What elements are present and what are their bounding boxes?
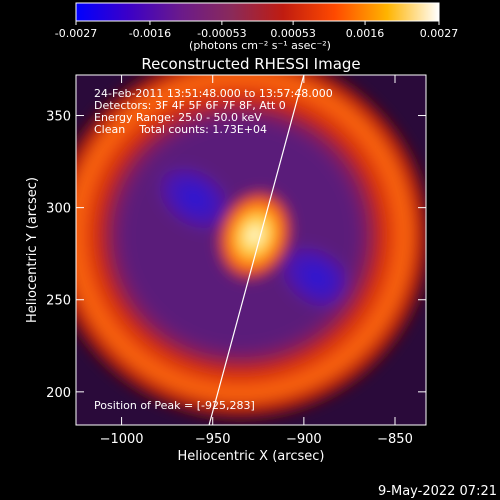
colorbar-units: (photons cm⁻² s⁻¹ asec⁻²) (189, 39, 331, 52)
chart-title: Reconstructed RHESSI Image (141, 55, 360, 73)
colorbar-gradient (76, 3, 439, 21)
x-tick-label: −850 (377, 432, 413, 447)
colorbar-tick-label: 0.0016 (346, 27, 385, 40)
colorbar-tick-label: -0.0027 (55, 27, 97, 40)
y-tick-label: 350 (46, 110, 71, 125)
colorbar: -0.0027 -0.0016 -0.00053 0.00053 0.0016 0.002… (55, 3, 458, 52)
x-tick-label: −950 (195, 432, 231, 447)
colorbar-ticks: -0.0027 -0.0016 -0.00053 0.00053 0.0016 0.002… (55, 21, 458, 40)
footer-date: 9-May-2022 07:21 (378, 484, 497, 499)
x-tick-label: −900 (286, 432, 322, 447)
y-tick-label: 300 (46, 202, 71, 217)
info-total-counts: Clean Total counts: 1.73E+04 (94, 123, 267, 136)
colorbar-tick-label: -0.0016 (129, 27, 171, 40)
colorbar-tick-label: 0.0027 (420, 27, 459, 40)
y-axis-label: Heliocentric Y (arcsec) (25, 177, 40, 323)
y-tick-label: 200 (46, 386, 71, 401)
x-tick-label: −1000 (100, 432, 144, 447)
y-tick-label: 250 (46, 294, 71, 309)
peak-position-label: Position of Peak = [-925,283] (94, 399, 255, 412)
x-axis-label: Heliocentric X (arcsec) (178, 449, 325, 464)
